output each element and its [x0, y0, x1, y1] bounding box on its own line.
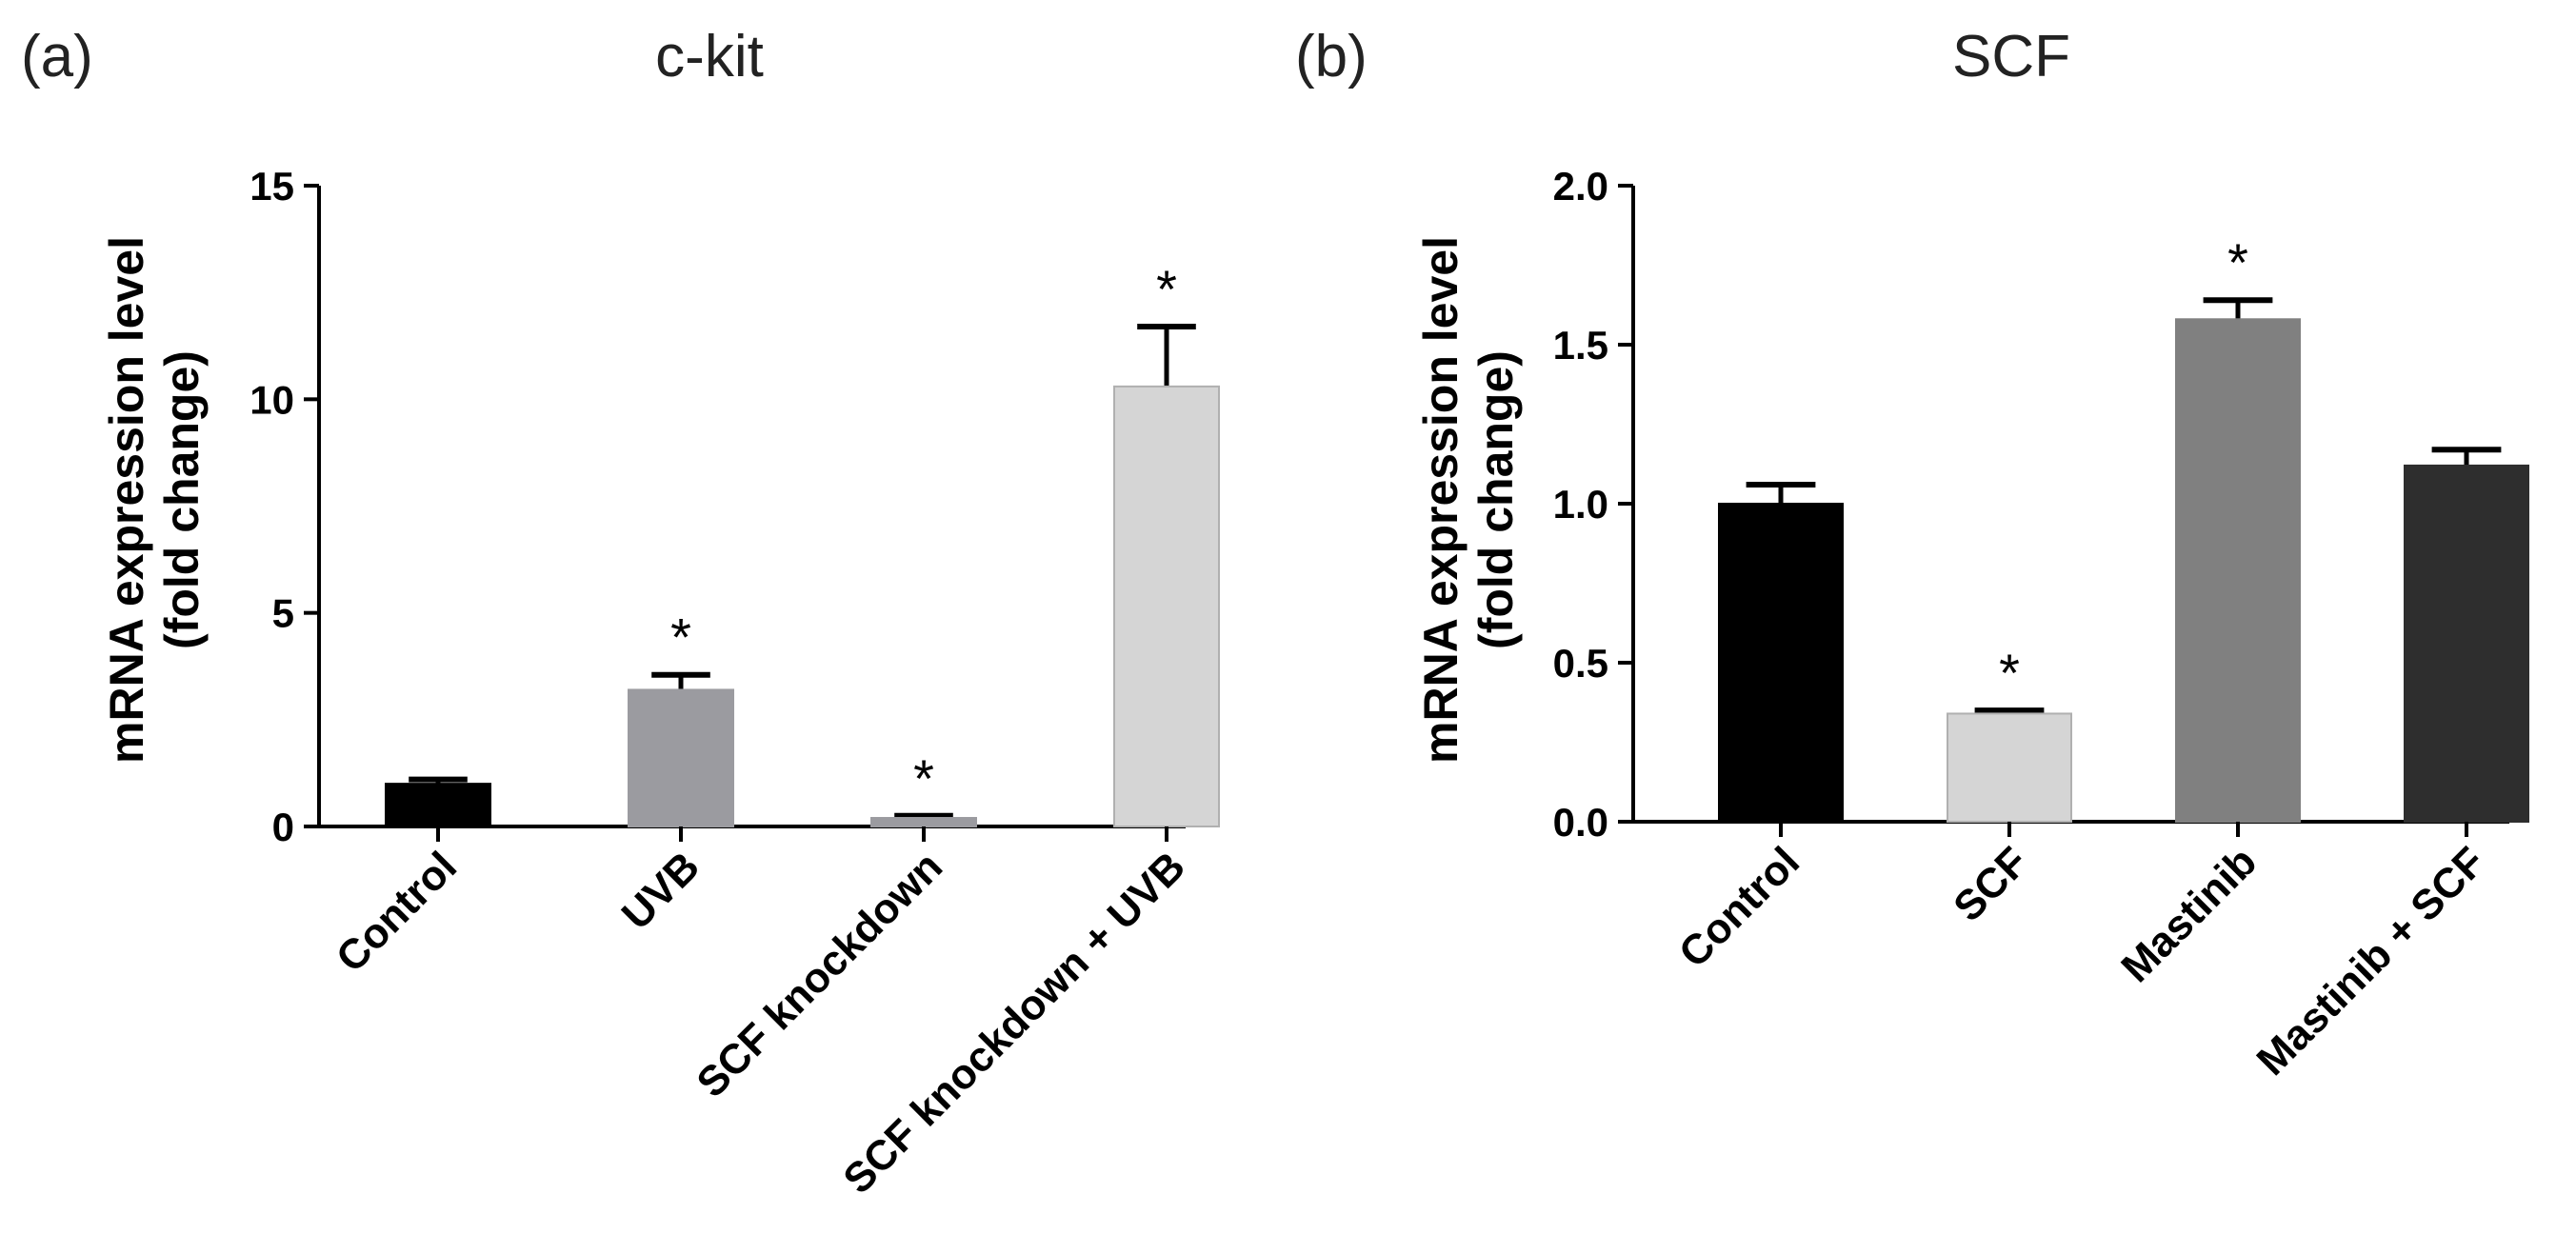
panel-b-y-tick-label: 1.5	[1553, 323, 1608, 368]
panel-a-bar	[1113, 385, 1220, 827]
panel-b-significance-marker: *	[1999, 643, 2020, 703]
panel-b-category-label: Mastinib + SCF	[2248, 838, 2495, 1085]
panel-b-label: (b)	[1295, 24, 1368, 90]
panel-a-label: (a)	[21, 24, 93, 90]
panel-a: (a) c-kit mRNA expression level (fold ch…	[21, 24, 1220, 1203]
panel-b-bar	[1947, 712, 2072, 823]
panel-b-y-tick-label: 0.0	[1553, 800, 1608, 845]
panel-a-bar	[385, 783, 491, 828]
panel-a-bar	[870, 817, 977, 828]
panel-a-category-label: Control	[328, 843, 466, 981]
panel-a-y-tick-label: 10	[250, 377, 294, 422]
panel-b-category-label: Control	[1670, 838, 1808, 976]
panel-b-y-tick-label: 0.5	[1553, 641, 1608, 686]
panel-a-ylabel-line2: (fold change)	[155, 350, 209, 649]
panel-b-y-tick-label: 2.0	[1553, 164, 1608, 209]
panel-a-bar	[628, 688, 734, 828]
panel-b-category-label: Mastinib	[2112, 838, 2266, 991]
panel-b-y-tick-label: 1.0	[1553, 482, 1608, 527]
panel-a-significance-marker: *	[913, 748, 934, 808]
panel-b-bar	[2175, 318, 2301, 823]
panel-b-ylabel-line2: (fold change)	[1469, 350, 1523, 649]
panel-a-y-tick-label: 15	[250, 164, 294, 209]
panel-b-bar	[2404, 464, 2529, 823]
panel-b-bar	[1718, 503, 1844, 823]
panel-a-significance-marker: *	[1156, 259, 1177, 319]
panel-a-category-label: UVB	[613, 843, 709, 938]
panel-a-ylabel-line1: mRNA expression level	[100, 236, 153, 764]
panel-a-y-tick-label: 5	[272, 591, 294, 636]
panel-b-ylabel-line1: mRNA expression level	[1414, 236, 1468, 764]
panel-a-title: c-kit	[655, 24, 764, 90]
panel-a-significance-marker: *	[670, 607, 691, 667]
panel-b: (b) SCF mRNA expression level (fold chan…	[1295, 24, 2529, 1085]
panel-a-category-label: SCF knockdown	[688, 843, 951, 1106]
panel-b-significance-marker: *	[2227, 232, 2248, 292]
panel-b-plot: 0.0 0.5 1.0 1.5 2.0 Control SCF * Mastinib * Masti…	[1553, 164, 2529, 1085]
panel-b-title: SCF	[1952, 24, 2070, 90]
panel-b-category-label: SCF	[1945, 838, 2037, 930]
panel-a-y-tick-label: 0	[272, 805, 294, 849]
